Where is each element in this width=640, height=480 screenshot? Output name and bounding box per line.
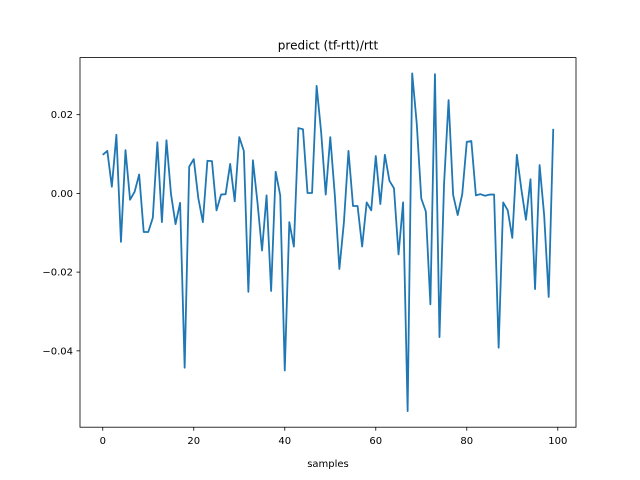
x-tick-label: 0 bbox=[100, 436, 106, 447]
x-tick-label: 40 bbox=[278, 436, 291, 447]
plot-frame bbox=[79, 57, 577, 428]
y-tick-label: 0.00 bbox=[51, 189, 73, 200]
x-axis-label: samples bbox=[307, 459, 349, 470]
y-axis: −0.04 −0.02 0.00 0.02 bbox=[42, 110, 80, 357]
x-tick-label: 20 bbox=[187, 436, 200, 447]
y-tick-label: 0.02 bbox=[51, 110, 73, 121]
y-tick-label: −0.04 bbox=[42, 346, 73, 357]
chart-title: predict (tf-rtt)/rtt bbox=[278, 39, 379, 53]
plot-marks bbox=[102, 72, 555, 412]
y-tick-label: −0.02 bbox=[42, 268, 73, 279]
x-tick-label: 100 bbox=[548, 436, 567, 447]
x-tick-label: 80 bbox=[460, 436, 473, 447]
x-tick-label: 60 bbox=[369, 436, 382, 447]
x-axis: 0 20 40 60 80 100 bbox=[100, 427, 567, 447]
series-line-0 bbox=[102, 72, 555, 412]
